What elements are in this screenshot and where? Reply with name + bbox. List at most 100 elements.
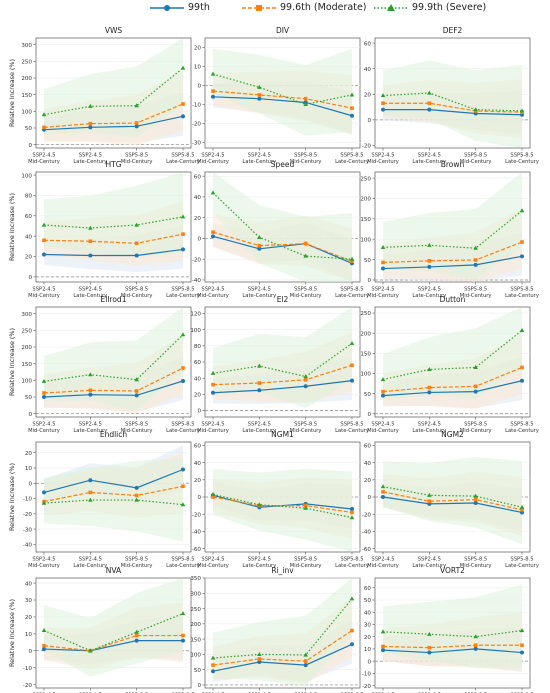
x-tick-label: Late-Century: [412, 428, 446, 434]
x-tick-label: Late-Century: [505, 293, 539, 299]
x-tick-label: SSP5-8.5: [340, 422, 363, 428]
y-tick-label: 80: [25, 194, 33, 200]
y-tick-label: -30: [23, 527, 33, 533]
data-point: [427, 631, 432, 636]
x-tick-label: Mid-Century: [28, 159, 60, 165]
data-point: [350, 510, 354, 515]
uncertainty-band: [383, 172, 522, 280]
y-tick-label: -20: [23, 683, 33, 689]
y-tick-label: 250: [21, 60, 32, 66]
x-tick-label: SSP2-4.5: [201, 422, 224, 428]
y-tick-label: 150: [21, 362, 32, 368]
panel-title: DEF2: [443, 26, 463, 35]
y-tick-label: 0: [28, 143, 32, 149]
data-point: [473, 634, 478, 639]
y-axis-label: Relative Increase (%): [8, 193, 16, 261]
data-point: [41, 500, 47, 505]
data-point: [520, 650, 524, 655]
x-tick-label: Late-Century: [73, 563, 107, 569]
y-tick-label: 30: [364, 623, 372, 629]
y-tick-label: 0: [197, 495, 201, 501]
data-point: [519, 208, 525, 213]
data-point: [520, 508, 524, 512]
data-point: [257, 84, 262, 89]
panel-title: NVA: [106, 566, 122, 575]
x-tick-label: SSP2-4.5: [371, 557, 394, 563]
data-point: [257, 657, 262, 661]
data-point: [427, 259, 432, 263]
x-tick-label: SSP2-4.5: [32, 422, 55, 428]
data-point: [41, 378, 47, 383]
data-point: [134, 497, 139, 502]
data-point: [427, 650, 432, 655]
y-tick-label: 200: [360, 331, 371, 337]
panel-ellrod1: Ellrod1050100150200250300SSP2-4.5Mid-Cen…: [8, 295, 200, 434]
data-point: [350, 113, 354, 118]
x-tick-label: Mid-Century: [460, 293, 492, 299]
data-point: [380, 93, 386, 98]
data-point: [303, 503, 308, 508]
x-tick-label: Late-Century: [242, 293, 276, 299]
y-tick-label: -40: [362, 530, 372, 536]
y-tick-label: 60: [364, 41, 372, 47]
x-tick-label: SSP5-8.5: [294, 287, 317, 293]
y-tick-label: 200: [21, 76, 32, 82]
x-tick-label: SSP2-4.5: [418, 557, 441, 563]
y-tick-label: 40: [194, 195, 202, 201]
data-point: [41, 628, 47, 633]
data-point: [520, 378, 524, 383]
y-tick-label: 20: [194, 46, 202, 52]
data-point: [350, 642, 354, 647]
y-tick-label: 150: [360, 217, 371, 223]
data-point: [427, 499, 432, 504]
data-point: [380, 484, 386, 489]
y-tick-label: 50: [25, 395, 33, 401]
y-tick-label: 20: [194, 393, 202, 399]
data-point: [427, 242, 432, 247]
series-line: [383, 109, 523, 116]
panel-title: Brown: [441, 160, 465, 169]
data-point: [427, 645, 432, 650]
data-point: [427, 492, 432, 497]
x-tick-label: SSP5-8.5: [464, 557, 487, 563]
data-point: [42, 252, 46, 257]
data-point: [210, 655, 216, 660]
x-tick-label: SSP5-8.5: [294, 422, 317, 428]
x-tick-label: Late-Century: [335, 293, 369, 299]
data-point: [257, 502, 262, 507]
x-tick-label: Mid-Century: [197, 428, 229, 434]
series-line: [43, 468, 184, 493]
y-tick-label: 20: [25, 615, 33, 621]
panel-ngm1: NGM1-60-40-200204060SSP2-4.5Mid-CenturyS…: [192, 430, 369, 569]
data-point: [88, 648, 93, 653]
y-tick-label: 100: [190, 653, 201, 659]
y-tick-label: 250: [190, 607, 201, 613]
data-point: [134, 222, 139, 227]
x-tick-label: SSP5-8.5: [125, 287, 148, 293]
x-tick-label: SSP2-4.5: [418, 422, 441, 428]
data-point: [381, 393, 385, 398]
y-tick-label: -20: [362, 144, 372, 150]
panel-ngm2: NGM2-60-40-200204060SSP2-4.5Mid-CenturyS…: [362, 430, 539, 569]
x-tick-label: SSP2-4.5: [32, 557, 55, 563]
data-point: [42, 125, 46, 130]
data-point: [519, 327, 525, 332]
data-point: [42, 643, 46, 648]
data-point: [88, 225, 93, 230]
x-tick-label: SSP5-8.5: [294, 153, 317, 159]
series-line: [382, 255, 523, 270]
x-tick-label: Mid-Century: [290, 428, 322, 434]
x-tick-label: Late-Century: [73, 428, 107, 434]
data-point: [380, 244, 386, 249]
y-tick-label: 0: [197, 409, 201, 415]
x-tick-label: Late-Century: [242, 428, 276, 434]
data-point: [350, 106, 354, 110]
data-point: [42, 238, 46, 243]
x-tick-label: SSP5-8.5: [464, 422, 487, 428]
data-point: [520, 643, 524, 648]
data-point: [180, 65, 186, 70]
data-point: [88, 490, 93, 495]
series-line: [212, 496, 353, 514]
y-tick-label: 150: [21, 93, 32, 99]
y-tick-label: 300: [21, 312, 32, 318]
